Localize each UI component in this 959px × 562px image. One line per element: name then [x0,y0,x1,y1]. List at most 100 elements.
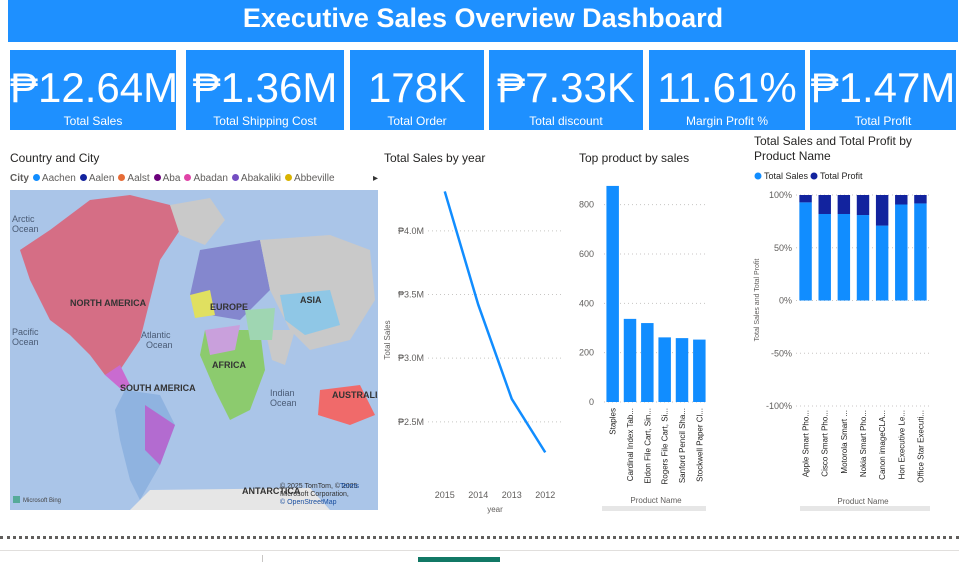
profit-bar-segment[interactable] [856,195,870,216]
bing-label: Microsoft Bing [23,498,61,504]
sales-bar-segment[interactable] [914,203,927,301]
stacked-chart[interactable]: Total Sales Total Profit -100% -50% 0% 50% 100… [750,168,955,515]
kpi-value: ₱1.36M [192,64,338,111]
legend-dot-icon [810,172,818,180]
y-tick-label: ₱2.5M [398,417,424,427]
x-tick-label: Canon imageCLA... [878,410,887,480]
kpi-card: ₱1.47M Total Profit [810,50,956,130]
map-legend-item[interactable]: Abadan [184,173,228,184]
tab-active-page[interactable] [418,557,500,562]
map-legend-text: Abbeville [293,173,335,184]
central-america-region [105,365,130,390]
india-region [265,330,295,365]
china-region [280,290,340,335]
europe-west [190,290,215,318]
south-america-east [145,405,175,465]
profit-bar-segment[interactable] [799,195,812,203]
legend-dot-icon [184,174,192,181]
bing-logo-icon [13,496,20,503]
x-tick-label: Stockwell Paper Cl... [695,408,704,482]
y-tick-label: ₱4.0M [398,226,424,236]
map-legend-item[interactable]: Abbeville [284,173,335,184]
sales-bar-segment[interactable] [799,202,812,301]
kpi-value: ₱12.64M [10,64,179,111]
product-bar[interactable] [693,339,706,402]
x-tick-label: Rogers File Cart, Si... [661,408,670,484]
antarctica-region [130,488,330,510]
product-bar[interactable] [606,185,619,402]
kpi-label: Total Profit [854,114,912,128]
sales-bar-segment[interactable] [837,213,851,301]
map-legend-text: Aalst [127,173,150,184]
label-arctic-ocean-2: Ocean [12,224,39,234]
map-legend-item[interactable]: Abakaliki [231,173,281,184]
map-title: Country and City [10,151,100,165]
map-terms-link[interactable]: Terms [340,483,360,490]
x-tick-label: Staples [609,408,618,435]
x-tick-label: Eldon File Cart, Sin... [643,408,652,484]
y-tick-label: 100% [769,190,792,200]
map-legend-item[interactable]: Aba [153,173,180,184]
y-tick-label: 800 [579,200,594,210]
product-bar[interactable] [623,318,637,402]
x-axis-title: Product Name [630,496,682,505]
x-tick-label: 2014 [468,490,488,500]
legend-text: Total Profit [820,171,863,181]
product-bar[interactable] [641,323,654,402]
world-map[interactable]: Arctic Ocean NORTH AMERICA EUROPE ASIA P… [10,190,384,510]
label-antarctica: ANTARCTICA [242,486,301,496]
sales-bar-segment[interactable] [875,225,889,301]
y-tick-label: 50% [774,243,792,253]
map-legend-item[interactable]: Aalst [118,173,150,184]
product-bar[interactable] [658,337,671,402]
page-tab-bar [0,550,959,562]
map-attribution-3: © OpenStreetMap [280,498,337,506]
profit-bar-segment[interactable] [818,195,831,214]
kpi-card: 178K Total Order [350,50,484,130]
profit-bar-segment[interactable] [914,195,927,204]
y-tick-label: 0 [589,397,594,407]
profit-bar-segment[interactable] [875,195,889,226]
product-bar[interactable] [675,338,689,402]
bar-chart[interactable]: 0 200 400 600 800 Staples Cardinal Index Tab..… [572,170,712,515]
line-chart-title: Total Sales by year [384,151,486,165]
kpi-value: 11.61% [657,64,797,111]
legend-dot-icon [79,174,87,181]
bar-chart-title: Top product by sales [579,151,690,165]
label-indian-ocean: Indian [270,388,295,398]
stacked-chart-scrollbar[interactable] [800,506,930,511]
legend-dot-icon [118,174,126,181]
sales-bar-segment[interactable] [818,213,831,301]
x-tick-label: Apple Smart Pho... [802,410,811,477]
profit-bar-segment[interactable] [837,195,851,214]
map-attribution-1: © 2025 TomTom, © 2025 [280,482,358,490]
x-tick-label: Office Star Executi... [916,410,925,483]
sales-bar-segment[interactable] [895,204,908,301]
tab-separator [262,555,263,562]
y-tick-label: 600 [579,249,594,259]
y-tick-label: 0% [779,296,792,306]
chevron-right-icon[interactable]: ▸ [372,173,378,184]
map-legend-item[interactable]: Aachen [32,173,76,184]
label-south-america: SOUTH AMERICA [120,383,196,393]
map-legend-item[interactable]: Aalen [79,173,115,184]
middle-east-region [245,308,275,340]
y-axis-title: Total Sales [383,320,392,359]
stacked-chart-title: Total Sales and Total Profit by Product … [754,134,912,163]
y-tick-label: -100% [766,401,792,411]
legend-text: Total Sales [764,171,809,181]
map-legend-text: Aalen [88,173,115,184]
x-tick-label: 2015 [435,490,455,500]
north-america-region [20,195,180,375]
bar-chart-scrollbar[interactable] [602,506,706,511]
kpi-label: Total Sales [63,114,123,128]
x-axis-title: Product Name [837,497,889,506]
sales-bar-segment[interactable] [856,215,870,301]
x-tick-label: Hon Executive Le... [897,410,906,479]
x-tick-label: Motorola Smart ... [840,410,849,474]
profit-bar-segment[interactable] [895,195,908,205]
x-tick-label: 2013 [502,490,522,500]
kpi-card: 11.61% Margin Profit % [649,50,805,130]
label-indian-ocean-2: Ocean [270,398,297,408]
line-chart[interactable]: ₱2.5M ₱3.0M ₱3.5M ₱4.0M 2015 2014 2013 2012 year… [380,170,570,515]
